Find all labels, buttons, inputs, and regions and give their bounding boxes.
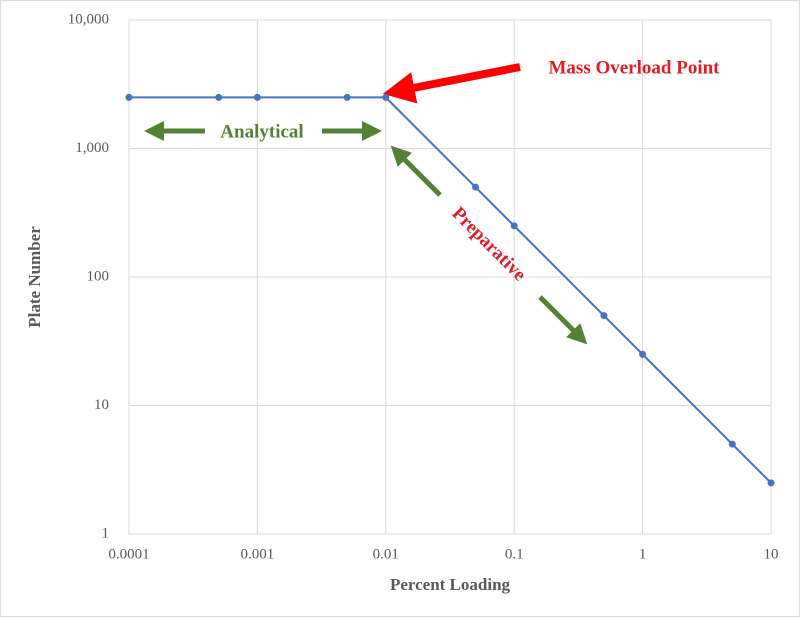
y-tick-label: 1: [102, 525, 110, 541]
data-point: [125, 93, 133, 101]
data-point: [343, 93, 351, 101]
overload-arrow: [382, 63, 521, 104]
y-tick-label: 10: [94, 397, 109, 413]
data-point: [253, 93, 261, 101]
y-axis-title: Plate Number: [25, 226, 44, 328]
annotation: Mass Overload Point: [549, 57, 721, 78]
x-tick-label: 0.0001: [108, 546, 149, 562]
x-tick-label: 0.001: [241, 546, 275, 562]
y-tick-label: 100: [87, 268, 110, 284]
x-tick-label: 0.1: [505, 546, 524, 562]
grid: [128, 19, 772, 535]
y-tick-label: 1,000: [75, 140, 109, 156]
data-point: [215, 93, 223, 101]
preparative-arrow-down: [538, 295, 588, 345]
x-tick-label: 1: [639, 546, 647, 562]
data-point: [382, 93, 390, 101]
x-tick-label: 0.01: [373, 546, 399, 562]
y-tick-label: 10,000: [68, 11, 109, 27]
data-point: [639, 350, 647, 358]
x-tick-label: 10: [764, 546, 779, 562]
annotation: Analytical: [220, 121, 303, 142]
data-point: [600, 312, 608, 320]
data-point: [510, 222, 518, 230]
data-point: [767, 479, 775, 487]
data-point: [472, 183, 480, 191]
data-point: [728, 440, 736, 448]
x-axis-title: Percent Loading: [390, 575, 511, 594]
preparative-arrow-up: [390, 145, 442, 197]
